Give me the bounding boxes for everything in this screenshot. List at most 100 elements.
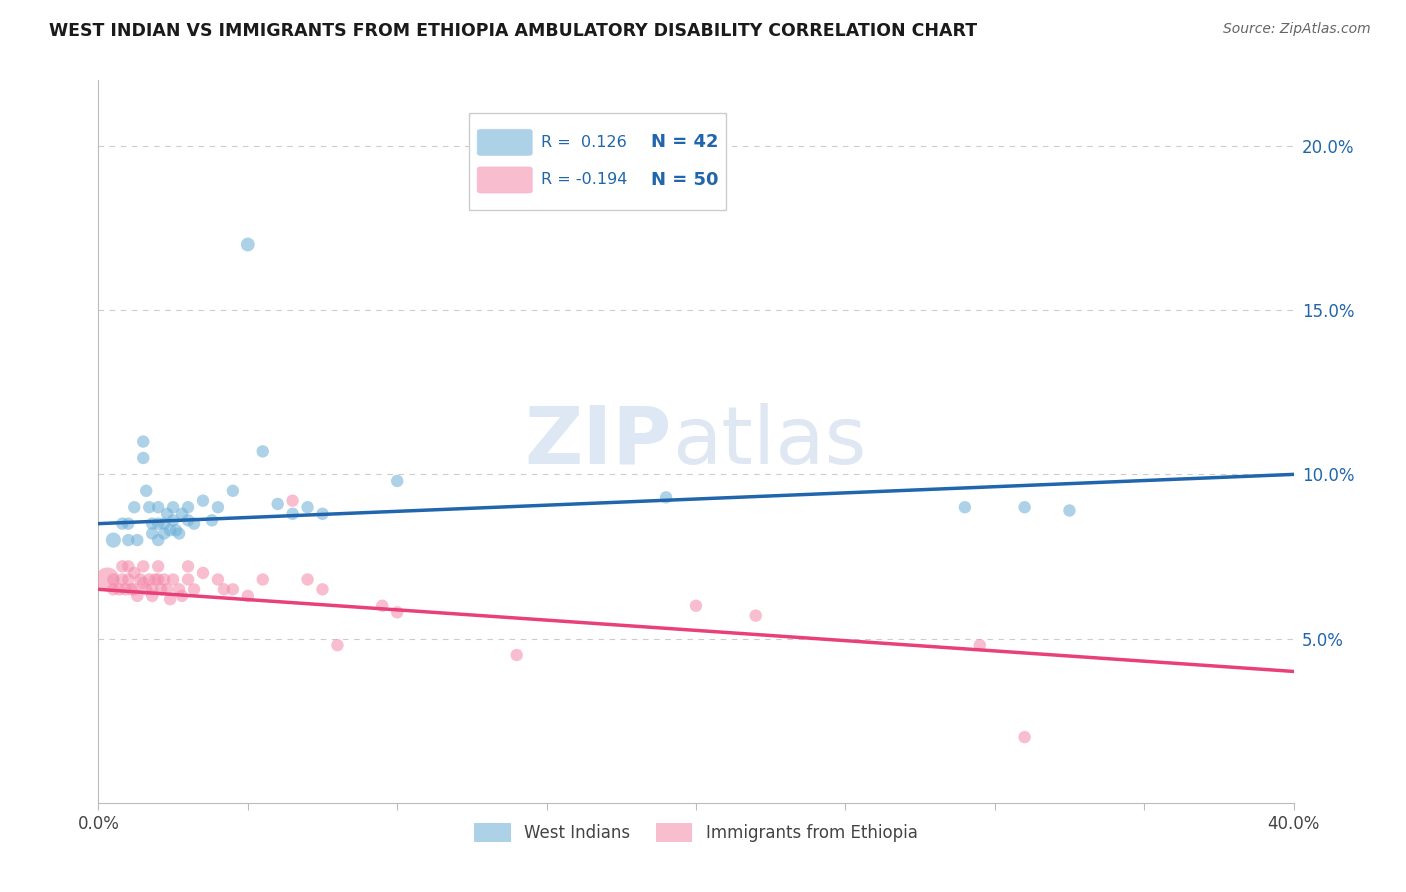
Point: [165, 523, 187, 537]
Point: [236, 237, 259, 252]
Point: [135, 483, 157, 498]
Point: [177, 573, 200, 587]
Point: [117, 559, 139, 574]
Point: [127, 533, 149, 547]
Point: [114, 582, 136, 597]
Text: R = -0.194: R = -0.194: [541, 172, 627, 187]
Point: [162, 500, 184, 515]
Text: R =  0.126: R = 0.126: [541, 135, 626, 150]
Point: [143, 573, 166, 587]
Point: [745, 608, 768, 623]
Point: [267, 497, 290, 511]
Text: WEST INDIAN VS IMMIGRANTS FROM ETHIOPIA AMBULATORY DISABILITY CORRELATION CHART: WEST INDIAN VS IMMIGRANTS FROM ETHIOPIA …: [49, 22, 977, 40]
Point: [132, 575, 155, 590]
Point: [326, 638, 349, 652]
Point: [167, 526, 190, 541]
Point: [148, 573, 170, 587]
Point: [177, 559, 200, 574]
Point: [153, 516, 176, 531]
Point: [311, 582, 333, 597]
Point: [177, 513, 200, 527]
Text: atlas: atlas: [672, 402, 866, 481]
Point: [129, 573, 152, 587]
Point: [124, 582, 146, 597]
Legend: West Indians, Immigrants from Ethiopia: West Indians, Immigrants from Ethiopia: [468, 816, 924, 848]
Point: [111, 516, 134, 531]
Point: [385, 474, 409, 488]
Point: [969, 638, 991, 652]
Point: [103, 582, 125, 597]
Point: [117, 516, 139, 531]
Point: [685, 599, 707, 613]
Point: [236, 589, 259, 603]
Point: [252, 444, 274, 458]
Point: [953, 500, 976, 515]
Text: N = 50: N = 50: [651, 171, 718, 189]
Point: [207, 500, 229, 515]
Point: [506, 648, 529, 662]
Point: [148, 500, 170, 515]
Point: [117, 573, 139, 587]
Point: [141, 516, 163, 531]
FancyBboxPatch shape: [477, 167, 533, 193]
Point: [127, 589, 149, 603]
Point: [124, 566, 146, 580]
Point: [148, 516, 170, 531]
Point: [311, 507, 333, 521]
Point: [156, 582, 179, 597]
Point: [281, 507, 304, 521]
Point: [96, 573, 118, 587]
Point: [172, 589, 194, 603]
Point: [167, 582, 190, 597]
Point: [120, 582, 142, 597]
FancyBboxPatch shape: [470, 112, 725, 211]
Point: [135, 582, 157, 597]
Point: [1014, 500, 1036, 515]
Point: [159, 523, 181, 537]
Point: [159, 592, 181, 607]
Point: [148, 559, 170, 574]
Point: [191, 566, 214, 580]
Point: [1014, 730, 1036, 744]
Point: [141, 582, 163, 597]
Point: [201, 513, 224, 527]
Point: [385, 605, 409, 619]
Point: [172, 507, 194, 521]
Point: [183, 516, 205, 531]
Point: [156, 507, 179, 521]
Point: [111, 573, 134, 587]
Point: [281, 493, 304, 508]
Point: [177, 500, 200, 515]
Point: [132, 559, 155, 574]
Point: [103, 573, 125, 587]
Point: [222, 582, 245, 597]
Point: [150, 582, 173, 597]
Point: [1059, 503, 1081, 517]
Text: Source: ZipAtlas.com: Source: ZipAtlas.com: [1223, 22, 1371, 37]
Point: [183, 582, 205, 597]
Point: [111, 559, 134, 574]
Point: [222, 483, 245, 498]
FancyBboxPatch shape: [477, 129, 533, 155]
Point: [371, 599, 394, 613]
Point: [141, 589, 163, 603]
Point: [207, 573, 229, 587]
Text: N = 42: N = 42: [651, 134, 718, 152]
Point: [138, 573, 160, 587]
Point: [124, 500, 146, 515]
Point: [153, 573, 176, 587]
Point: [117, 533, 139, 547]
Point: [103, 533, 125, 547]
Point: [162, 513, 184, 527]
Point: [252, 573, 274, 587]
Point: [212, 582, 235, 597]
Point: [655, 491, 678, 505]
Point: [153, 526, 176, 541]
Point: [297, 500, 319, 515]
Point: [162, 573, 184, 587]
Point: [132, 434, 155, 449]
Point: [132, 450, 155, 465]
Text: ZIP: ZIP: [524, 402, 672, 481]
Point: [138, 500, 160, 515]
Point: [141, 526, 163, 541]
